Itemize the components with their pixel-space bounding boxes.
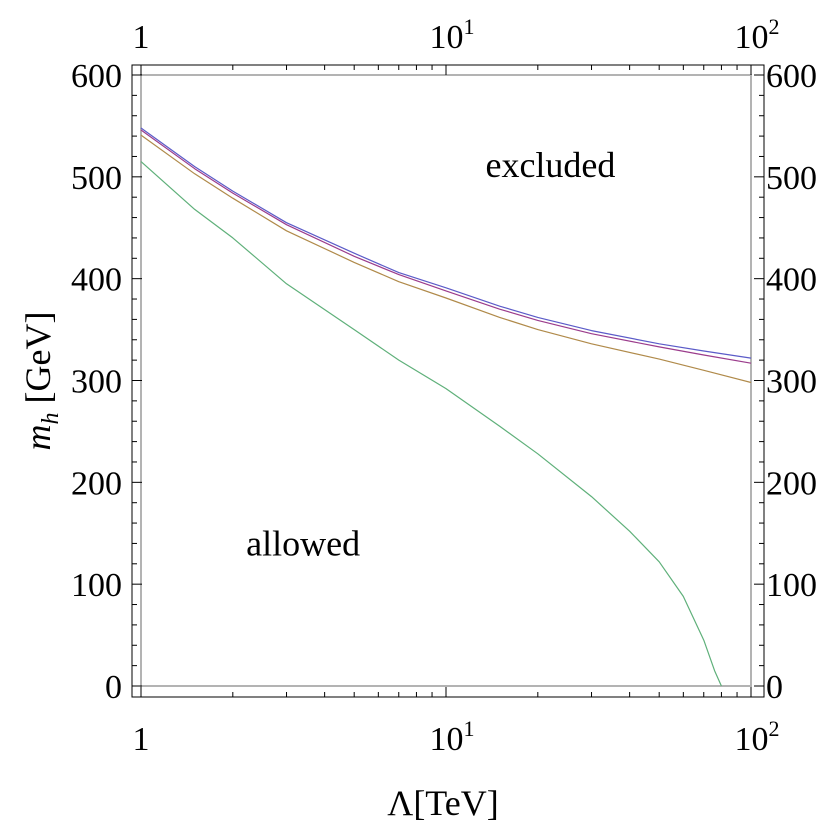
x-tick-label-bottom: 1 (133, 721, 150, 758)
x-axis-title: Λ[TeV] (387, 783, 499, 823)
y-tick-label-right: 0 (766, 669, 783, 706)
y-tick-label-left: 0 (105, 669, 122, 706)
y-tick-label-right: 600 (766, 58, 817, 95)
x-tick-label-bottom-base: 10 (430, 721, 464, 758)
x-tick-label-top-base: 1 (133, 19, 150, 56)
series-line-3 (140, 134, 752, 384)
y-tick-label-right: 100 (766, 567, 817, 604)
x-tick-label-top-base: 10 (430, 19, 464, 56)
y-tick-label-left: 300 (71, 364, 122, 401)
y-tick-label-right: 500 (766, 160, 817, 197)
y-tick-label-left: 500 (71, 160, 122, 197)
x-tick-label-top: 102 (735, 14, 780, 56)
y-axis-title-subscript: h (38, 412, 64, 424)
x-tick-label-bottom: 101 (430, 716, 475, 758)
series-group (140, 127, 752, 687)
y-tick-label-left: 600 (71, 58, 122, 95)
x-tick-label-bottom-base: 10 (735, 721, 769, 758)
x-tick-label-top-exponent: 1 (464, 14, 475, 39)
y-tick-label-right: 400 (766, 262, 817, 299)
series-line-2 (140, 129, 752, 364)
x-tick-label-top-exponent: 2 (769, 14, 780, 39)
x-tick-label-bottom-exponent: 2 (769, 716, 780, 741)
annotation-excluded: excluded (485, 145, 615, 185)
y-tick-label-left: 100 (71, 567, 122, 604)
y-axis-title-symbol: m (18, 424, 58, 450)
x-tick-label-top: 1 (133, 19, 150, 56)
y-tick-label-right: 300 (766, 364, 817, 401)
x-tick-label-bottom: 102 (735, 716, 780, 758)
series-line-4 (140, 161, 722, 687)
y-tick-label-left: 200 (71, 465, 122, 502)
y-axis-title: mh [GeV] (18, 312, 64, 451)
y-tick-label-left: 400 (71, 262, 122, 299)
plot-region-border (140, 74, 752, 687)
y-tick-label-right: 200 (766, 465, 817, 502)
annotation-allowed: allowed (246, 524, 360, 564)
x-tick-label-bottom-base: 1 (133, 721, 150, 758)
x-tick-label-top-base: 10 (735, 19, 769, 56)
series-line-1 (140, 127, 752, 359)
y-axis-title-unit: [GeV] (18, 312, 58, 413)
x-tick-label-bottom-exponent: 1 (464, 716, 475, 741)
plot-frame (131, 64, 765, 698)
ticks (132, 65, 764, 697)
annotations: excluded allowed (246, 145, 615, 564)
x-tick-label-top: 101 (430, 14, 475, 56)
